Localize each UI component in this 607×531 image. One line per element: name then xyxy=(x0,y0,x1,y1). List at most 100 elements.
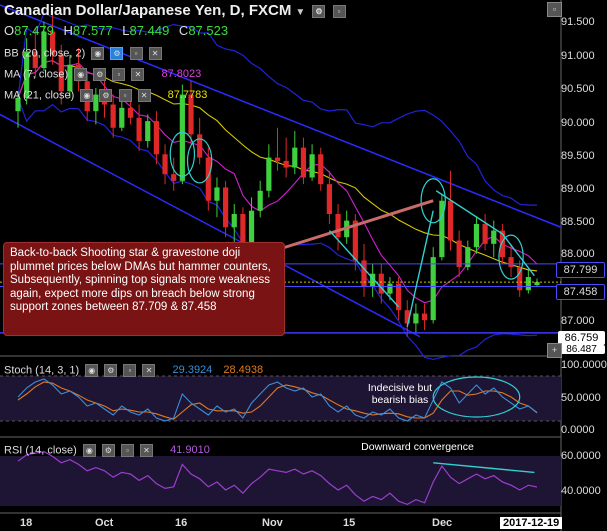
candle-body xyxy=(430,257,436,321)
more-icon[interactable]: ▫ xyxy=(120,444,134,457)
candle-body xyxy=(465,247,471,268)
candle-body xyxy=(32,51,38,69)
pattern-ellipse xyxy=(186,138,213,184)
eye-icon[interactable]: ◉ xyxy=(82,444,96,457)
rsi-band xyxy=(0,456,561,506)
candle-body xyxy=(188,94,194,135)
stochastic-lines xyxy=(17,376,538,422)
candle-body xyxy=(127,107,134,118)
eye-icon[interactable]: ◉ xyxy=(91,47,105,60)
current-date-label: 2017-12-19 xyxy=(500,517,563,529)
candle-body xyxy=(15,97,21,112)
expand-icon[interactable]: ▫ xyxy=(547,2,562,17)
channel-lower-line xyxy=(0,113,421,338)
close-icon[interactable]: ✕ xyxy=(148,47,162,60)
callout-pointer xyxy=(269,199,434,254)
candle-body xyxy=(24,51,30,98)
price-tag-support: 87.458 xyxy=(556,284,605,300)
candle-body xyxy=(283,160,289,168)
time-label: 18 xyxy=(20,517,33,529)
candle-body xyxy=(41,31,47,69)
candle-body xyxy=(370,273,376,287)
settings-icon[interactable]: ⚙ xyxy=(110,47,124,60)
time-label: 16 xyxy=(175,517,188,529)
candle-body xyxy=(499,230,505,258)
price-tick: 88.500 xyxy=(561,216,595,228)
candle-body xyxy=(378,273,384,294)
chart-title: Canadian Dollar/Japanese Yen, D, FXCM xyxy=(4,2,292,19)
close-icon[interactable]: ✕ xyxy=(131,68,145,81)
pattern-ellipse xyxy=(420,178,446,224)
rsi-line xyxy=(17,450,538,506)
candle-body xyxy=(300,147,307,178)
time-label: Nov xyxy=(262,517,283,529)
settings-icon[interactable]: ⚙ xyxy=(104,364,118,377)
more-icon[interactable]: ▫ xyxy=(118,89,132,102)
forecast-arrow xyxy=(435,190,535,277)
analysis-callout: Back-to-back Shooting star & gravestone … xyxy=(3,242,285,336)
candle-body xyxy=(197,134,203,158)
indicator-ma7[interactable]: MA (7, close) ◉ ⚙ ▫ ✕ 87.8023 xyxy=(4,68,201,81)
rsi-line xyxy=(17,450,538,506)
settings-icon[interactable]: ⚙ xyxy=(312,4,326,18)
price-tag-resistance: 87.799 xyxy=(556,262,605,278)
more-icon[interactable]: ▫ xyxy=(123,364,137,377)
trend-channel xyxy=(0,4,562,338)
more-icon[interactable]: ▫ xyxy=(332,4,346,18)
candle-body xyxy=(413,313,419,324)
indicator-bb[interactable]: BB (20, close, 2) ◉ ⚙ ▫ ✕ xyxy=(4,47,162,60)
indicator-ma21[interactable]: MA (21, close) ◉ ⚙ ▫ ✕ 87.7783 xyxy=(4,89,207,102)
price-tick: 88.000 xyxy=(561,248,595,260)
price-tick: 91.500 xyxy=(561,16,595,28)
bb-upper-line xyxy=(17,12,537,206)
channel-upper-line xyxy=(0,4,562,228)
add-pane-icon[interactable]: + xyxy=(547,343,562,358)
candle-body xyxy=(421,313,428,321)
rsi-tick: 60.0000 xyxy=(561,450,601,462)
candle-body xyxy=(248,210,255,248)
indicator-stoch[interactable]: Stoch (14, 3, 1) ◉ ⚙ ▫ ✕ 29.3924 28.4938 xyxy=(4,364,263,377)
bb-label: BB (20, close, 2) xyxy=(4,47,86,60)
indicator-rsi[interactable]: RSI (14, close) ◉ ⚙ ▫ ✕ 41.9010 xyxy=(4,444,210,457)
candle-body xyxy=(525,277,531,291)
eye-icon[interactable]: ◉ xyxy=(74,68,88,81)
more-icon[interactable]: ▫ xyxy=(129,47,143,60)
symbol-header[interactable]: Canadian Dollar/Japanese Yen, D, FXCM ▼ ⚙… xyxy=(4,2,346,19)
candle-body xyxy=(153,121,159,155)
stoch-ellipse xyxy=(432,376,521,418)
ma21-label: MA (21, close) xyxy=(4,89,75,102)
candle-body xyxy=(517,267,523,291)
settings-icon[interactable]: ⚙ xyxy=(93,68,107,81)
eye-icon[interactable]: ◉ xyxy=(85,364,99,377)
pattern-ellipse xyxy=(169,131,196,177)
candle-body xyxy=(508,257,514,268)
price-tag-partial: 86.487 xyxy=(558,345,605,354)
ma21-value: 87.7783 xyxy=(167,89,208,102)
candle-body xyxy=(396,283,402,311)
high-value: 87.577 xyxy=(72,23,113,38)
pattern-ellipse xyxy=(498,234,524,280)
candle-body xyxy=(361,260,367,287)
rsi-annotation: Downward convergence xyxy=(361,441,474,453)
time-label: 15 xyxy=(343,517,356,529)
close-icon[interactable]: ✕ xyxy=(137,89,151,102)
ohlc-readout: O87.479 H87.577 L87.449 C87.523 xyxy=(4,23,234,38)
stoch-tick: 100.0000 xyxy=(561,359,607,371)
ma7-value: 87.8023 xyxy=(161,68,202,81)
rsi-value: 41.9010 xyxy=(170,444,210,457)
chevron-down-icon[interactable]: ▼ xyxy=(295,7,306,18)
pane-separators xyxy=(0,0,562,531)
close-icon[interactable]: ✕ xyxy=(142,364,156,377)
close-icon[interactable]: ✕ xyxy=(140,444,153,457)
more-icon[interactable]: ▫ xyxy=(112,68,126,81)
settings-icon[interactable]: ⚙ xyxy=(101,444,115,457)
stoch-label: Stoch (14, 3, 1) xyxy=(4,364,80,377)
settings-icon[interactable]: ⚙ xyxy=(99,89,113,102)
decline-arrow xyxy=(328,230,400,308)
open-value: 87.479 xyxy=(14,23,54,38)
stoch-d-value: 28.4938 xyxy=(223,364,264,377)
candle-body xyxy=(335,213,341,238)
stoch-tick: 0.0000 xyxy=(561,424,595,436)
eye-icon[interactable]: ◉ xyxy=(80,89,94,102)
candle-body xyxy=(205,157,211,201)
